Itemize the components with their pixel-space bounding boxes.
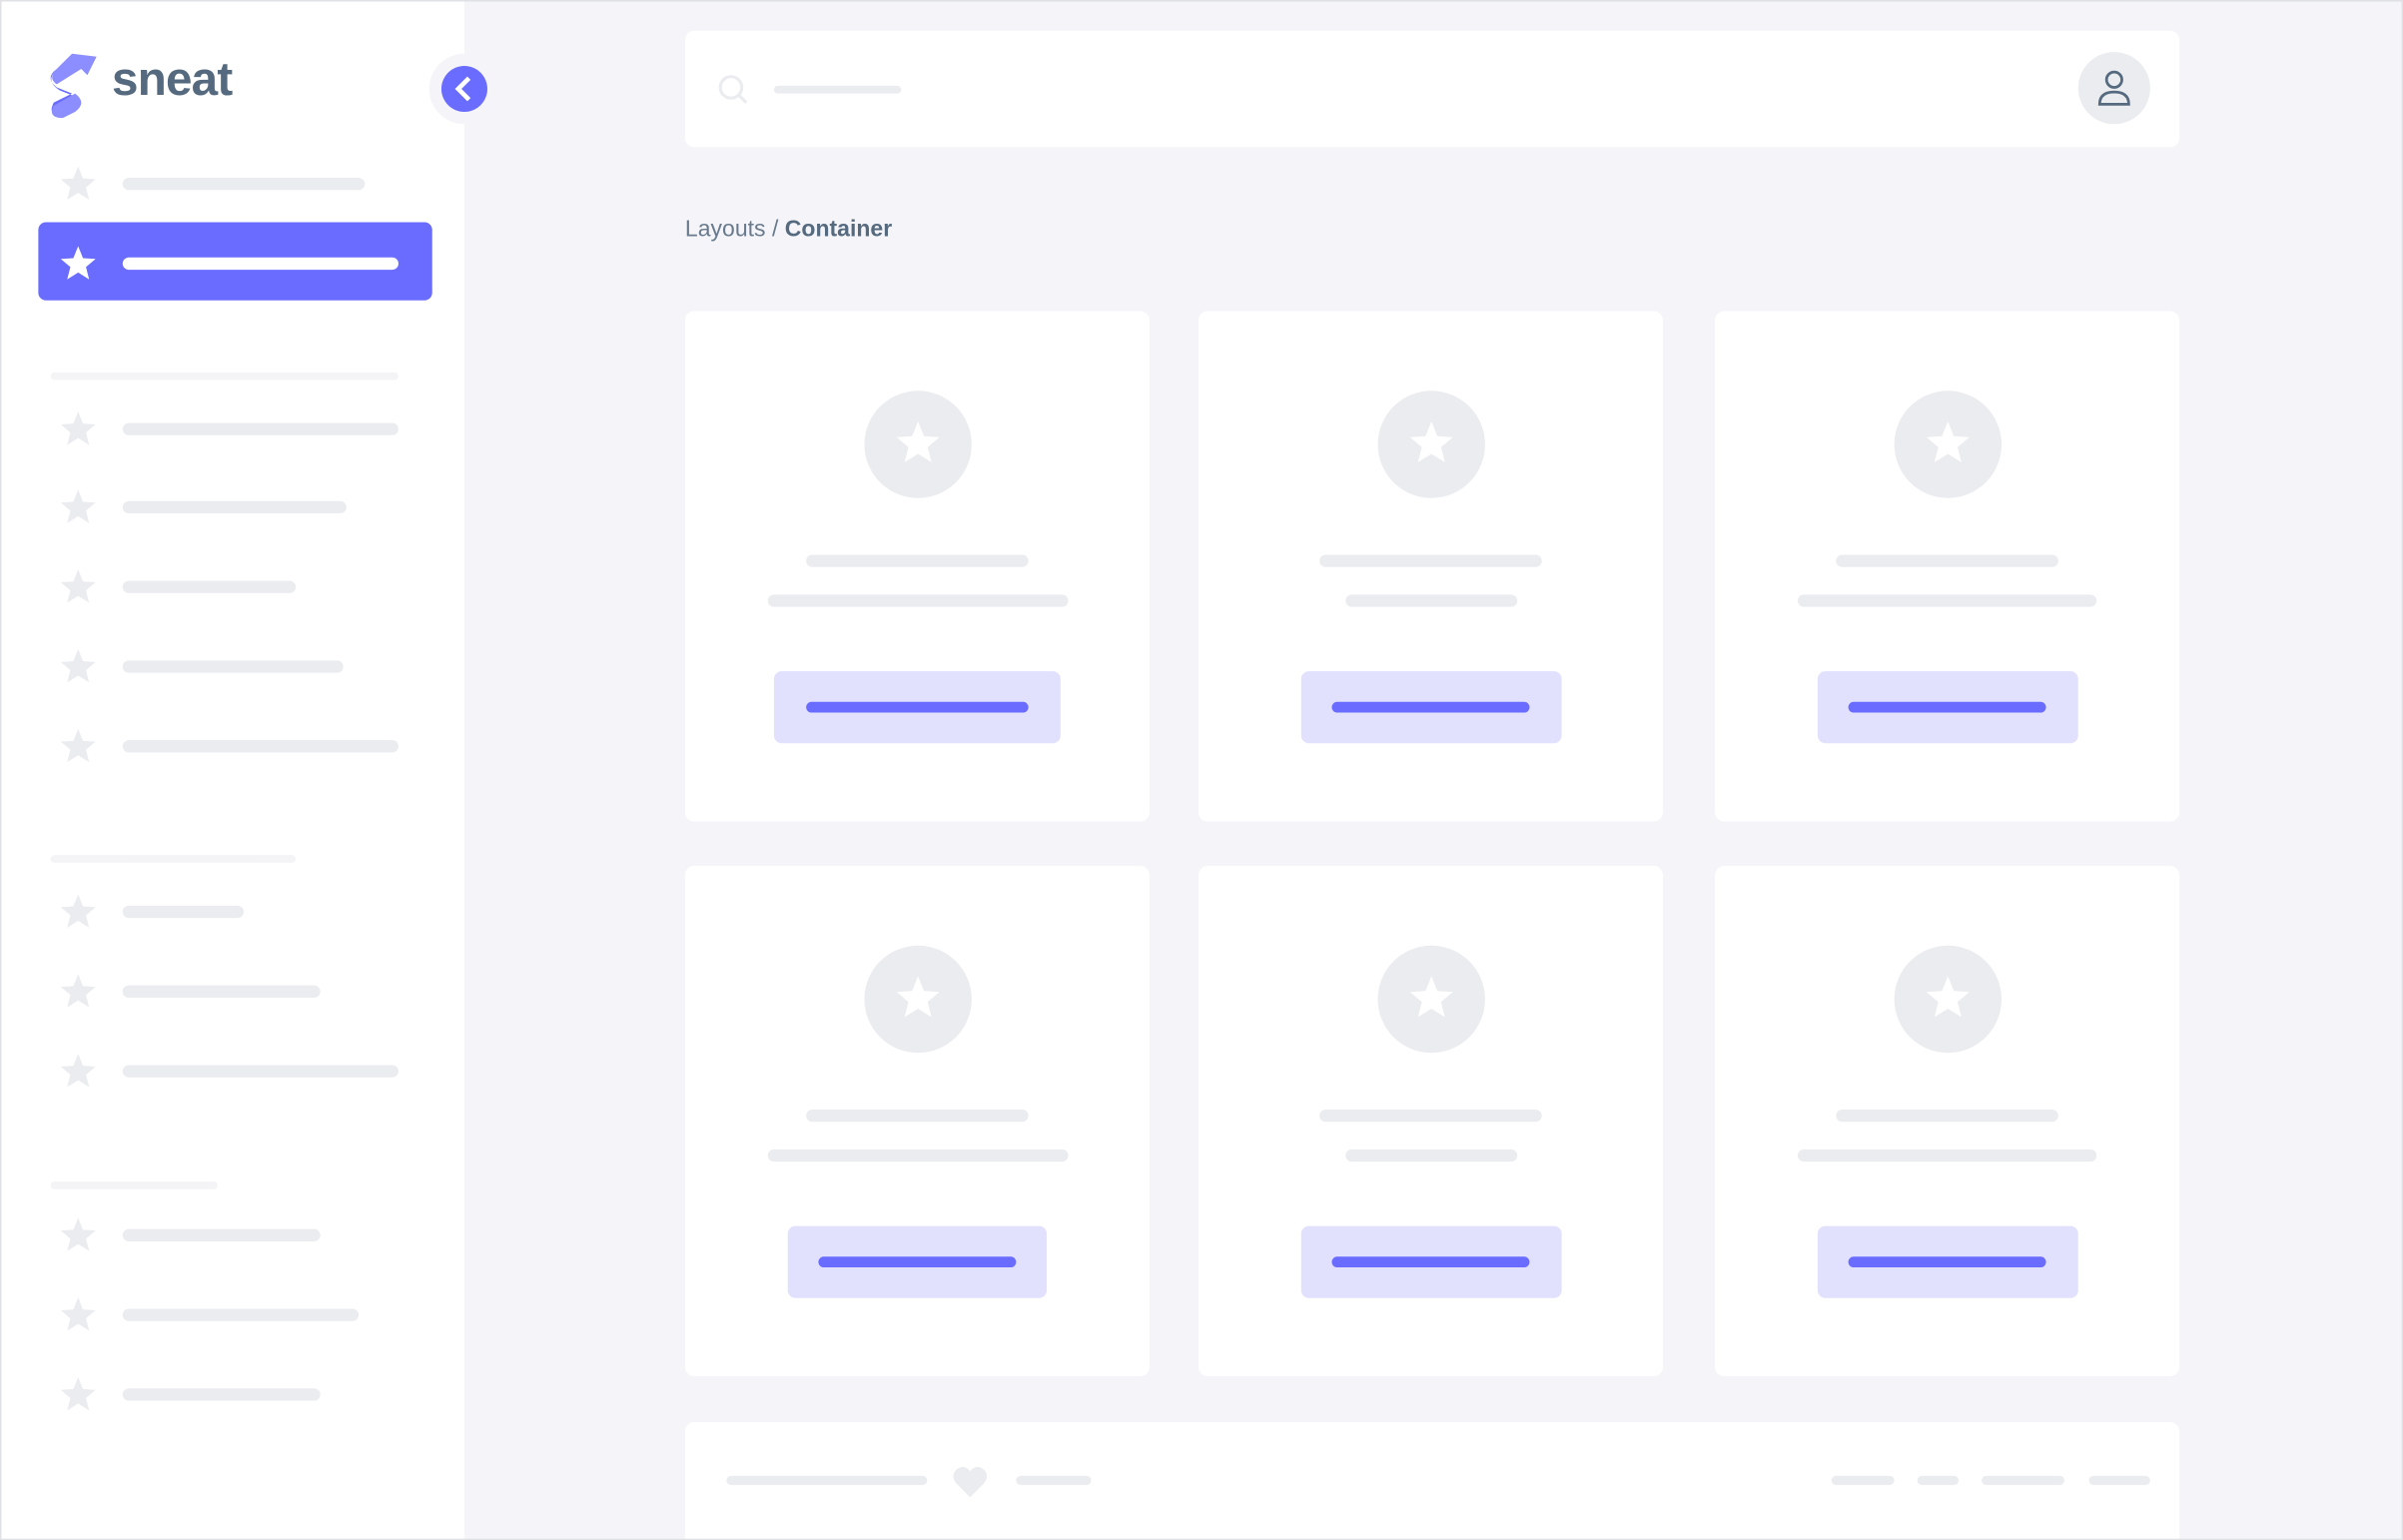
card-text xyxy=(1797,594,2097,607)
sidebar-item[interactable] xyxy=(122,580,297,593)
card-title xyxy=(1836,1109,2058,1123)
card-icon-circle xyxy=(1376,945,1485,1054)
top-navbar xyxy=(684,30,2180,148)
star-icon xyxy=(1923,973,1972,1030)
sidebar-item[interactable] xyxy=(122,1228,321,1241)
collapse-sidebar-button[interactable] xyxy=(440,65,487,113)
card-button[interactable] xyxy=(787,1225,1048,1298)
card-title xyxy=(806,1109,1029,1123)
footer-link[interactable] xyxy=(1831,1475,1895,1485)
footer xyxy=(684,1422,2180,1539)
chevron-left-icon xyxy=(454,76,471,102)
content-card xyxy=(1198,311,1663,822)
card-title xyxy=(1319,554,1542,567)
star-icon xyxy=(58,567,98,607)
star-icon xyxy=(58,726,98,766)
content-card xyxy=(1715,311,2180,822)
footer-copyright xyxy=(726,1475,928,1485)
sidebar-item[interactable] xyxy=(122,985,321,998)
content-card xyxy=(684,311,1150,822)
card-button[interactable] xyxy=(1300,671,1562,744)
card-title xyxy=(1319,1109,1542,1123)
content-card xyxy=(1715,865,2180,1376)
heart-icon xyxy=(952,1465,989,1506)
user-avatar-button[interactable] xyxy=(2077,52,2150,125)
card-text xyxy=(1345,594,1518,607)
sidebar-section-header xyxy=(50,1181,218,1189)
card-button-label xyxy=(818,1256,1017,1268)
footer-author-link[interactable] xyxy=(1016,1475,1092,1485)
card-title xyxy=(806,554,1029,567)
card-text xyxy=(1345,1149,1518,1162)
content-card xyxy=(1198,865,1663,1376)
sneat-logo xyxy=(45,48,100,122)
star-icon xyxy=(58,972,98,1012)
search-input[interactable] xyxy=(773,85,902,94)
card-icon-circle xyxy=(1376,390,1485,498)
star-icon xyxy=(1923,418,1972,475)
sidebar-item[interactable] xyxy=(122,740,399,753)
card-button[interactable] xyxy=(1300,1225,1562,1298)
star-icon xyxy=(58,409,98,449)
card-text xyxy=(767,594,1069,607)
content-card xyxy=(684,865,1150,1376)
footer-link[interactable] xyxy=(1917,1475,1960,1485)
sidebar-item[interactable] xyxy=(122,178,366,191)
sidebar-section-header xyxy=(50,855,297,863)
search-icon xyxy=(718,75,748,104)
footer-link[interactable] xyxy=(1982,1475,2064,1485)
card-button-label xyxy=(806,701,1029,713)
star-icon xyxy=(58,244,98,284)
star-icon xyxy=(58,1215,98,1255)
star-icon xyxy=(58,164,98,204)
sidebar-item[interactable] xyxy=(122,257,399,271)
card-button-label xyxy=(1848,1256,2046,1268)
card-button[interactable] xyxy=(1817,1225,2078,1298)
card-icon-circle xyxy=(863,390,972,498)
sidebar-item[interactable] xyxy=(122,1065,399,1078)
sidebar-item[interactable] xyxy=(122,660,344,673)
card-title xyxy=(1836,554,2058,567)
breadcrumb: Layouts / Container xyxy=(685,216,892,242)
card-icon-circle xyxy=(1893,945,2002,1054)
breadcrumb-current: Container xyxy=(784,216,893,243)
sidebar-item[interactable] xyxy=(122,1308,360,1321)
star-icon xyxy=(58,1374,98,1414)
star-icon xyxy=(1406,418,1455,475)
card-button-label xyxy=(1331,1256,1530,1268)
star-icon xyxy=(1406,973,1455,1030)
sidebar-section-header xyxy=(50,372,399,381)
card-button-label xyxy=(1331,701,1530,713)
breadcrumb-separator: / xyxy=(771,216,779,243)
star-icon xyxy=(893,973,942,1030)
star-icon xyxy=(58,647,98,687)
card-button[interactable] xyxy=(1817,671,2078,744)
card-icon-circle xyxy=(1893,390,2002,498)
sidebar-item[interactable] xyxy=(122,500,347,514)
card-button-label xyxy=(1848,701,2046,713)
sidebar-item[interactable] xyxy=(122,1388,321,1401)
sidebar: sneat xyxy=(1,1,500,1539)
star-icon xyxy=(58,1052,98,1092)
brand-name: sneat xyxy=(112,52,233,106)
sidebar-item[interactable] xyxy=(122,422,399,435)
star-icon xyxy=(58,892,98,932)
star-icon xyxy=(893,418,942,475)
breadcrumb-parent[interactable]: Layouts xyxy=(684,216,766,243)
sidebar-item[interactable] xyxy=(122,905,244,919)
card-text xyxy=(767,1149,1069,1162)
card-button[interactable] xyxy=(773,671,1061,744)
card-icon-circle xyxy=(863,945,972,1054)
footer-link[interactable] xyxy=(2088,1475,2150,1485)
card-text xyxy=(1797,1149,2097,1162)
star-icon xyxy=(58,1295,98,1335)
user-icon xyxy=(2097,70,2130,106)
star-icon xyxy=(58,487,98,527)
